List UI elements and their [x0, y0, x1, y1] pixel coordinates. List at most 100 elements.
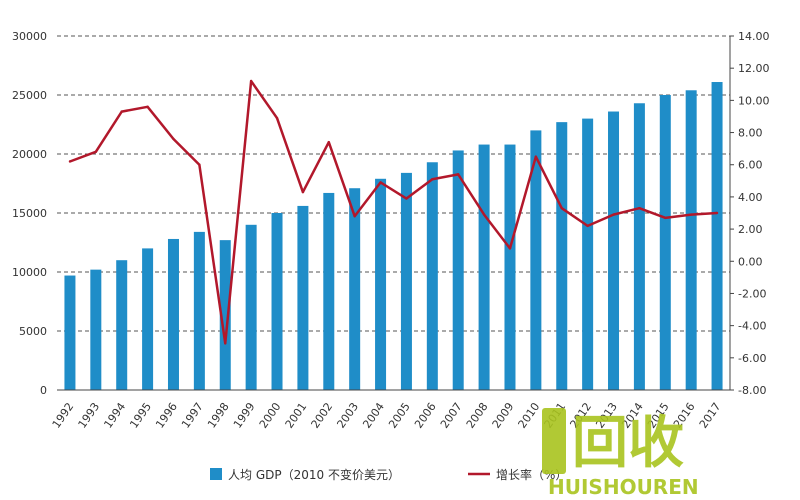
growth-point-2001 [301, 190, 305, 194]
growth-point-2015 [664, 216, 667, 220]
growth-point-2009 [508, 247, 512, 250]
bar-series [64, 82, 723, 391]
right-tick-label: 4.00 [738, 191, 763, 204]
bar-1993 [90, 269, 102, 390]
right-tick-label: 14.00 [738, 30, 770, 43]
growth-line-series [68, 79, 719, 345]
bar-1999 [245, 224, 257, 390]
left-tick-label: 0 [40, 384, 47, 397]
bar-2016 [685, 90, 697, 390]
left-tick-label: 20000 [12, 148, 47, 161]
bar-2012 [582, 118, 594, 390]
growth-point-1998 [224, 342, 227, 345]
growth-point-2002 [327, 141, 330, 144]
bar-1997 [193, 231, 205, 390]
bar-2010 [530, 130, 542, 390]
bar-1992 [64, 275, 76, 390]
growth-point-1994 [120, 110, 123, 113]
x-tick-label: 2017 [697, 400, 724, 430]
legend-label-gdp: 人均 GDP（2010 不变价美元） [228, 467, 400, 482]
bar-2009 [504, 144, 516, 390]
recycle-logo-icon [542, 408, 566, 474]
x-tick-label: 2000 [257, 400, 284, 430]
bar-2015 [659, 95, 671, 390]
gridlines [57, 35, 730, 332]
bar-2014 [633, 103, 645, 390]
right-tick-label: -2.00 [738, 287, 766, 300]
growth-point-2010 [534, 155, 538, 158]
left-tick-label: 10000 [12, 266, 47, 279]
x-tick-label: 1992 [50, 400, 77, 430]
x-tick-label: 2009 [490, 400, 517, 430]
right-tick-label: 6.00 [738, 159, 763, 172]
right-tick-label: -4.00 [738, 320, 766, 333]
left-tick-label: 15000 [12, 207, 47, 220]
bar-2000 [271, 213, 283, 390]
x-tick-label: 2001 [283, 400, 310, 430]
watermark-main-text: 回收 [572, 411, 684, 476]
growth-point-2005 [405, 197, 408, 200]
bar-2017 [711, 82, 723, 391]
bar-2003 [349, 188, 361, 390]
right-tick-label: -6.00 [738, 352, 766, 365]
x-tick-label: 2010 [516, 400, 543, 430]
growth-point-1992 [68, 160, 72, 163]
right-tick-label: 10.00 [738, 94, 770, 107]
x-tick-label: 2007 [438, 400, 465, 430]
growth-point-1993 [94, 150, 98, 154]
right-tick-label: 8.00 [738, 127, 763, 140]
bar-2008 [478, 144, 490, 390]
watermark-logo: 回收 HUISHOUREN [542, 408, 699, 499]
growth-point-2014 [638, 206, 641, 210]
bar-1995 [142, 248, 154, 390]
growth-point-1997 [198, 163, 201, 166]
bar-1994 [116, 260, 128, 390]
left-tick-label: 25000 [12, 89, 47, 102]
growth-point-2012 [586, 224, 589, 228]
bar-2002 [323, 192, 335, 390]
x-tick-label: 1999 [231, 400, 258, 430]
growth-point-2011 [560, 206, 563, 210]
growth-point-1999 [249, 79, 253, 83]
bar-2011 [556, 122, 568, 390]
x-tick-label: 2004 [360, 400, 387, 430]
growth-point-2016 [689, 213, 693, 216]
x-tick-label: 1996 [153, 400, 180, 430]
x-tick-label: 2003 [334, 400, 361, 430]
x-tick-label: 2008 [464, 400, 491, 430]
x-tick-label: 2005 [386, 400, 413, 430]
bar-2005 [400, 172, 412, 390]
x-tick-label: 1995 [127, 400, 154, 430]
watermark-sub-text: HUISHOUREN [548, 475, 699, 499]
bar-1998 [219, 240, 231, 390]
x-tick-label: 2002 [309, 400, 336, 430]
x-tick-label: 1997 [179, 400, 206, 430]
x-tick-label: 1994 [101, 400, 128, 430]
left-tick-label: 5000 [19, 325, 47, 338]
growth-point-2003 [353, 215, 356, 218]
legend: 人均 GDP（2010 不变价美元） 增长率（%） [210, 467, 567, 482]
bar-2001 [297, 205, 309, 390]
x-tick-label: 2006 [412, 400, 439, 430]
left-tick-label: 30000 [12, 30, 47, 43]
growth-point-2007 [457, 173, 460, 176]
left-y-axis: 0 5000 10000 15000 20000 25000 30000 [12, 30, 47, 397]
bar-2004 [375, 178, 387, 390]
bar-1996 [167, 238, 179, 390]
right-tick-label: -8.00 [738, 384, 766, 397]
growth-point-2008 [482, 213, 486, 216]
growth-point-2013 [612, 213, 615, 216]
growth-point-2004 [379, 181, 382, 184]
right-y-axis: -8.00 -6.00 -4.00 -2.00 0.00 2.00 4.00 6.00 8.00… [729, 30, 770, 397]
right-tick-label: 12.00 [738, 62, 770, 75]
x-tick-label: 1998 [205, 400, 232, 430]
x-tick-label: 1993 [76, 400, 103, 430]
right-tick-label: 2.00 [738, 223, 763, 236]
right-tick-label: 0.00 [738, 255, 763, 268]
legend-swatch-gdp [210, 468, 222, 480]
bar-2013 [608, 111, 620, 391]
growth-point-2000 [275, 116, 279, 120]
bar-2006 [426, 162, 438, 390]
growth-point-2006 [431, 178, 434, 181]
